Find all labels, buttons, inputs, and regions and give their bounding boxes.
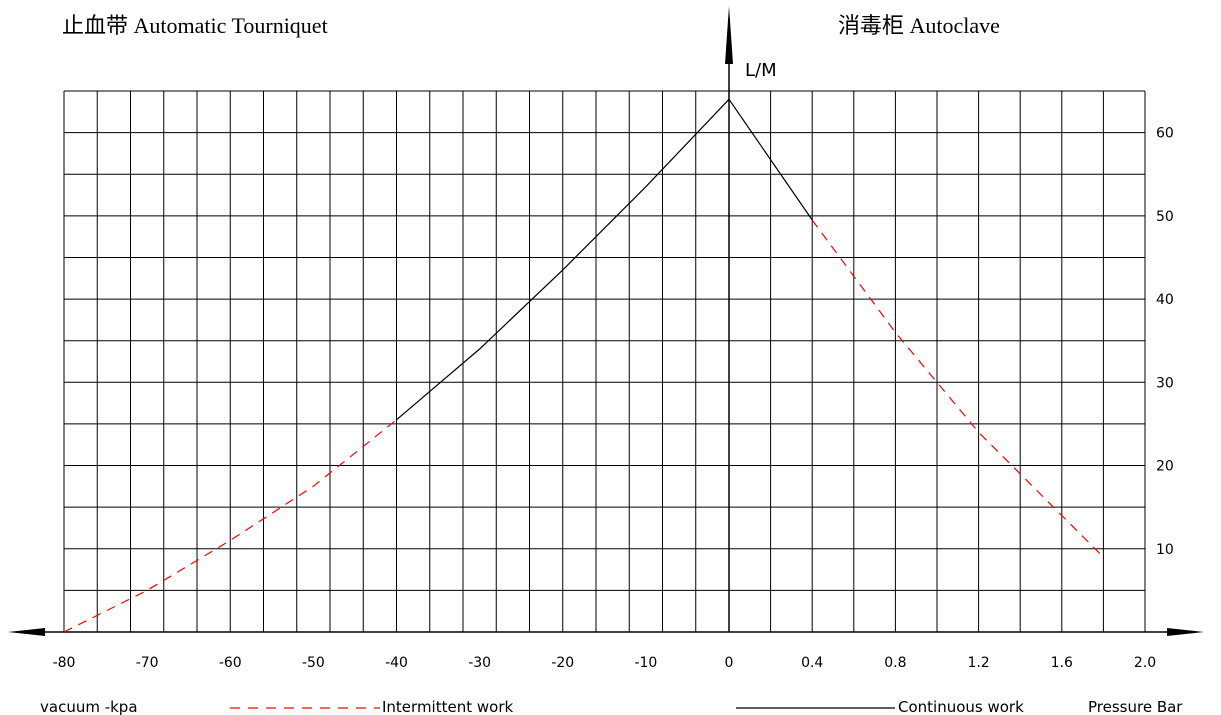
title-right: 消毒柜 Autoclave [838, 13, 1000, 38]
x-axis-left-label: vacuum -kpa [40, 698, 138, 715]
x-tick-label-vacuum: -20 [551, 655, 574, 671]
legend-continuous-label: Continuous work [898, 698, 1024, 715]
y-tick-label: 30 [1156, 375, 1174, 391]
y-axis-label: L/M [745, 60, 777, 81]
x-tick-label-pressure: 2.0 [1134, 655, 1156, 671]
x-axis-left-arrow-icon [8, 628, 45, 636]
x-tick-label-pressure: 0.8 [884, 655, 906, 671]
x-axis-right-arrow-icon [1167, 628, 1204, 636]
y-tick-label: 50 [1156, 209, 1174, 225]
x-tick-label-vacuum: -50 [302, 655, 325, 671]
y-tick-label: 40 [1156, 292, 1174, 308]
x-tick-label-vacuum: -80 [53, 655, 76, 671]
title-left: 止血带 Automatic Tourniquet [62, 13, 328, 38]
x-tick-label-vacuum: -30 [468, 655, 491, 671]
x-tick-label-vacuum: -60 [219, 655, 242, 671]
series-intermittent-line [812, 220, 1103, 557]
x-tick-label-pressure: 0.4 [801, 655, 823, 671]
x-axis-right-label: Pressure Bar [1088, 698, 1183, 715]
grid [64, 91, 1145, 632]
y-tick-label: 60 [1156, 126, 1174, 142]
y-tick-label: 20 [1156, 459, 1174, 475]
axes [8, 6, 1204, 636]
x-tick-label-vacuum: -70 [136, 655, 159, 671]
y-axis-arrow-icon [725, 6, 733, 64]
series-group [64, 99, 1103, 632]
legend-intermittent-label: Intermittent work [382, 698, 513, 715]
tick-labels: 10 20 30 40 50 60 -80 -70 -60 -50 -40 -30 -20 -10 0 0.4… [53, 126, 1174, 671]
x-tick-label-pressure: 1.6 [1051, 655, 1073, 671]
x-tick-label-vacuum: -10 [634, 655, 657, 671]
x-tick-label-pressure: 1.2 [967, 655, 989, 671]
x-tick-label-vacuum: -40 [385, 655, 408, 671]
y-tick-label: 10 [1156, 542, 1174, 558]
x-tick-label-vacuum: 0 [725, 655, 734, 671]
